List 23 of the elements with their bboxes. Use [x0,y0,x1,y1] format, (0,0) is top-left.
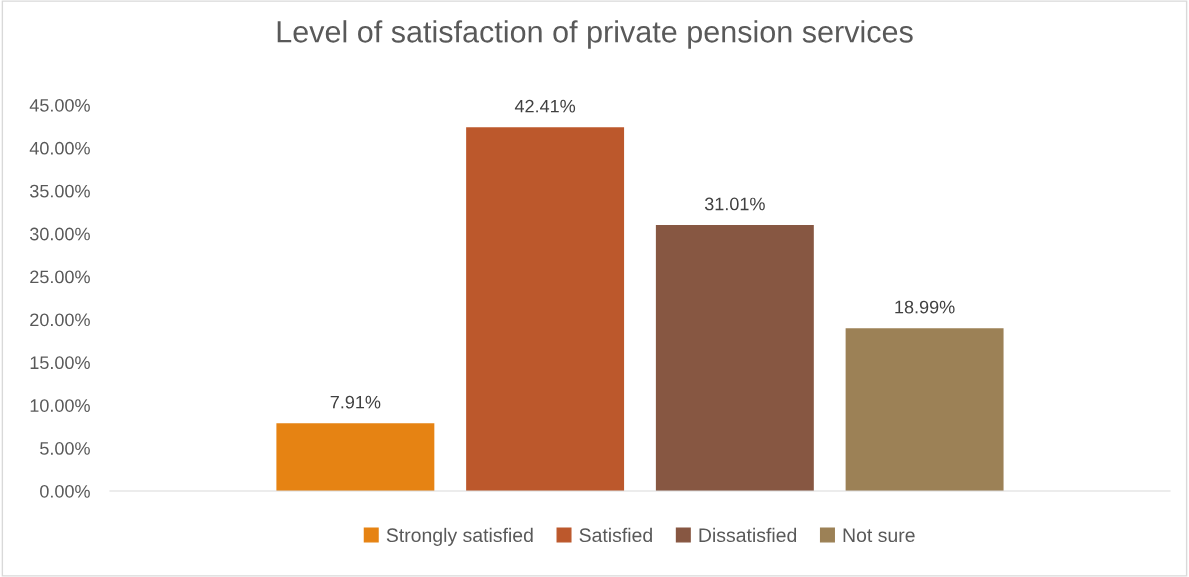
legend-label: Not sure [843,528,915,543]
y-tick-label: 40.00% [29,141,90,155]
y-tick-label: 0.00% [40,484,90,498]
y-tick-label: 35.00% [29,184,90,198]
legend-label: Satisfied [579,527,652,543]
data-label: 7.91% [330,395,381,409]
bar [466,127,625,492]
bar [276,423,435,492]
y-tick-label: 30.00% [29,227,90,241]
data-label: 42.41% [514,99,576,113]
data-label: 31.01% [704,197,765,211]
y-tick-label: 15.00% [30,356,90,370]
y-tick-label: 45.00% [29,98,90,112]
chart-title: Level of satisfaction of private pension services [277,20,913,49]
bar [655,225,814,492]
data-label: 18.99% [895,300,955,314]
legend-label: Strongly satisfied [386,527,533,546]
y-tick-label: 10.00% [30,399,90,412]
y-tick-label: 20.00% [30,313,90,327]
y-tick-label: 25.00% [30,270,90,284]
y-tick-label: 5.00% [40,442,90,455]
bar [845,328,1004,492]
legend-label: Dissatisfied [699,527,797,543]
